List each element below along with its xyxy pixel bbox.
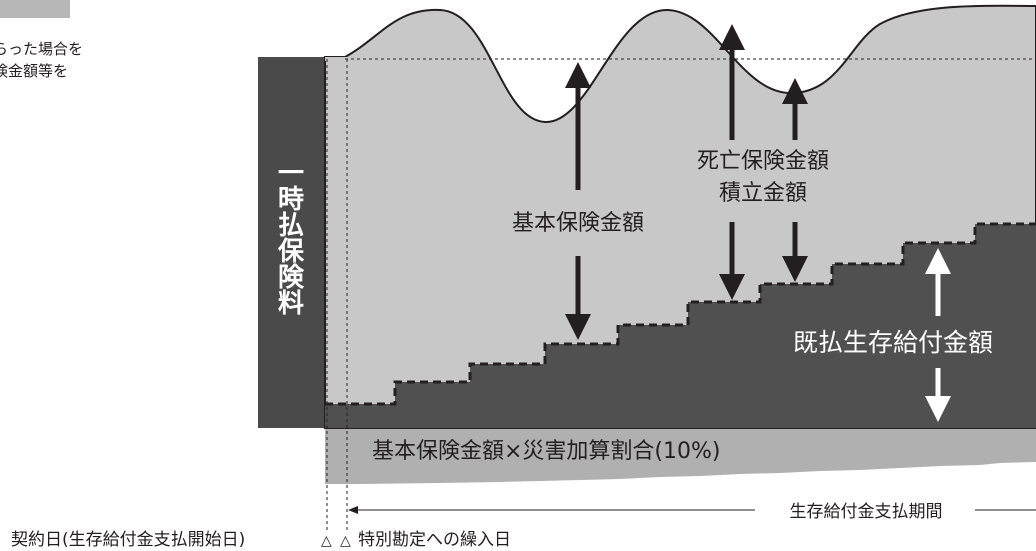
transfer-date-label: 特別勘定への繰入日 bbox=[358, 530, 511, 550]
death-benefit-label: 死亡保険金額 bbox=[697, 149, 829, 174]
transfer-date-marker: △ bbox=[340, 533, 351, 549]
survival-benefit-label: 既払生存給付金額 bbox=[793, 328, 993, 357]
side-note: らった場合を 険金額等を bbox=[0, 38, 83, 82]
survival-benefit-arrow bbox=[925, 248, 951, 422]
single-premium-bar bbox=[258, 57, 325, 428]
single-premium-label: 一 時 払 保 険 料 bbox=[277, 159, 305, 319]
basic-amount-label: 基本保険金額 bbox=[512, 211, 644, 236]
accumulated-amount-label: 積立金額 bbox=[719, 181, 807, 206]
side-note-line2: 険金額等を bbox=[0, 62, 69, 80]
premium-char-1: 一 bbox=[278, 159, 304, 189]
disaster-label: 基本保険金額×災害加算割合(10%) bbox=[372, 439, 721, 464]
death-area-left-edge bbox=[325, 57, 347, 61]
side-note-line1: らった場合を bbox=[0, 40, 84, 58]
payment-period-line bbox=[348, 506, 1036, 514]
accumulated-amount-arrow bbox=[782, 78, 808, 282]
premium-char-3: 払 bbox=[278, 211, 304, 241]
contract-date-marker: △ bbox=[321, 533, 332, 549]
premium-char-6: 料 bbox=[278, 289, 304, 319]
death-benefit-arrow bbox=[719, 24, 745, 300]
section-tab bbox=[0, 0, 70, 18]
premium-char-5: 険 bbox=[278, 262, 305, 293]
basic-amount-arrow bbox=[565, 62, 591, 340]
payment-period-label: 生存給付金支払期間 bbox=[790, 502, 943, 522]
disaster-band bbox=[325, 428, 1036, 484]
survival-staircase-dash bbox=[325, 222, 1036, 406]
contract-date-label: 契約日(生存給付金支払開始日) bbox=[11, 530, 245, 550]
premium-char-2: 時 bbox=[278, 185, 304, 215]
premium-char-4: 保 bbox=[277, 237, 305, 267]
